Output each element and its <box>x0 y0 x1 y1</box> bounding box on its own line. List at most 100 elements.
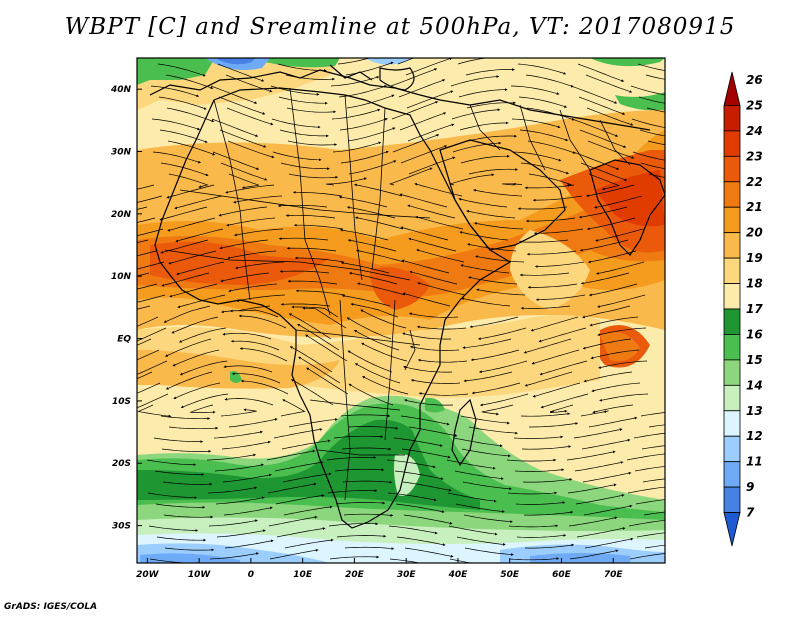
streamline <box>646 107 665 114</box>
streamline <box>527 283 578 289</box>
colorbar-level-label: 16 <box>746 327 763 341</box>
streamline <box>158 96 207 110</box>
streamline <box>584 537 634 549</box>
streamline <box>335 501 386 505</box>
streamline <box>471 382 521 395</box>
streamline <box>450 75 500 87</box>
streamline <box>640 412 665 417</box>
streamline <box>402 481 452 492</box>
streamline <box>210 85 258 104</box>
colorbar-level-label: 20 <box>746 226 763 240</box>
streamline <box>464 547 514 556</box>
streamline <box>146 459 197 467</box>
streamline <box>582 305 631 319</box>
colorbar-swatch <box>723 283 741 310</box>
streamline <box>228 173 260 189</box>
streamline <box>173 382 221 400</box>
streamline <box>402 292 451 307</box>
streamline <box>154 470 205 476</box>
streamline <box>347 127 396 142</box>
streamline <box>502 182 523 186</box>
streamline <box>535 294 586 302</box>
streamline <box>168 173 209 188</box>
x-tick-label: 70E <box>604 570 624 580</box>
streamline <box>226 107 274 126</box>
colorbar-level-label: 7 <box>746 506 755 520</box>
streamline <box>166 184 215 199</box>
streamline <box>570 85 618 104</box>
streamline <box>137 272 150 277</box>
streamline <box>168 250 217 265</box>
colorbar-level-label: 19 <box>746 251 763 265</box>
streamline <box>298 356 341 384</box>
streamline <box>148 525 199 532</box>
streamline <box>532 382 581 398</box>
streamline <box>583 371 633 383</box>
streamline <box>175 228 224 243</box>
streamline <box>337 58 371 65</box>
streamline <box>636 532 665 538</box>
streamline <box>523 510 574 516</box>
streamline <box>520 162 570 175</box>
streamline <box>218 96 266 115</box>
streamline <box>224 397 274 406</box>
streamline <box>506 458 557 462</box>
streamline <box>215 496 265 505</box>
x-tick-label: 10E <box>293 570 313 580</box>
colorbar-level-label: 11 <box>746 455 763 469</box>
streamline <box>453 437 503 448</box>
streamline <box>269 548 319 560</box>
colorbar-level-label: 17 <box>746 302 763 316</box>
streamline <box>230 339 280 351</box>
streamline <box>360 309 407 329</box>
streamline <box>137 371 153 380</box>
colorbar-level-label: 25 <box>746 98 763 112</box>
streamline <box>293 223 344 230</box>
streamline <box>302 306 347 329</box>
streamline <box>206 453 257 461</box>
streamline <box>287 140 338 147</box>
streamline <box>354 363 401 384</box>
streamline <box>233 195 283 204</box>
streamline <box>630 85 665 96</box>
streamline <box>387 492 437 502</box>
streamline <box>137 393 169 409</box>
streamline <box>220 272 270 283</box>
streamline <box>572 151 620 170</box>
streamline <box>348 271 398 285</box>
streamline <box>476 288 526 296</box>
streamline <box>520 305 571 310</box>
streamline <box>281 439 331 450</box>
streamline <box>306 367 349 395</box>
streamline <box>632 151 665 161</box>
streamline <box>408 312 459 318</box>
streamline <box>280 399 306 417</box>
streamline <box>460 264 510 274</box>
streamline <box>172 349 220 367</box>
streamline <box>355 216 404 230</box>
streamline <box>275 494 325 505</box>
streamline <box>286 246 337 252</box>
streamline <box>448 525 498 536</box>
streamline <box>463 371 513 383</box>
streamline <box>167 140 216 156</box>
streamline <box>642 478 665 483</box>
y-tick-label: 30S <box>112 522 131 532</box>
streamline <box>589 316 639 327</box>
streamline <box>137 195 163 203</box>
streamline <box>391 101 439 120</box>
colorbar-swatch <box>723 105 741 132</box>
streamline <box>576 527 626 538</box>
streamline <box>466 210 516 219</box>
streamline <box>407 123 455 142</box>
streamline <box>580 272 630 285</box>
streamline <box>137 250 157 257</box>
streamline <box>291 305 339 318</box>
streamline <box>169 283 218 298</box>
streamline <box>228 418 278 428</box>
streamline <box>585 184 635 198</box>
streamline <box>288 313 332 340</box>
streamline <box>518 239 569 244</box>
streamline <box>228 283 278 293</box>
